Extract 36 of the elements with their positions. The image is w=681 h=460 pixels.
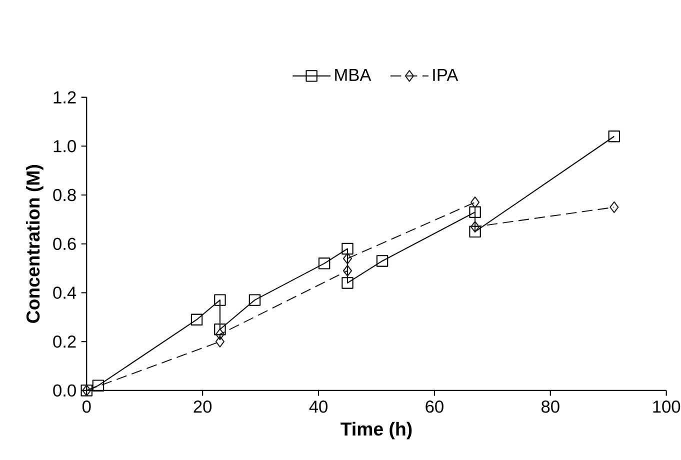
y-tick-label: 1.0: [54, 140, 76, 152]
point: [470, 221, 480, 233]
point: [610, 201, 619, 214]
point: [342, 277, 354, 289]
x-tick-label: 20: [194, 400, 212, 413]
y-tick-label: 0.0: [53, 384, 76, 397]
point: [248, 294, 261, 306]
point: [215, 336, 224, 348]
point: [469, 226, 481, 238]
y-axis-title: Concentration (M): [26, 165, 44, 324]
point: [342, 264, 352, 277]
point: [214, 294, 226, 306]
y-tick-label: 0.2: [53, 336, 76, 348]
x-axis-title: Time (h): [340, 422, 412, 440]
point: [214, 324, 226, 336]
point: [215, 328, 224, 340]
point: [190, 314, 203, 326]
point: [470, 196, 480, 208]
x-tick-label: 100: [653, 400, 680, 413]
legend-label: MBA: [335, 69, 372, 81]
point: [342, 252, 352, 265]
point: [342, 243, 354, 255]
legend-label: IPA: [433, 69, 458, 81]
point: [92, 380, 104, 392]
y-tick-label: 0.4: [53, 286, 76, 299]
x-tick-label: 80: [542, 400, 560, 413]
point: [318, 258, 330, 270]
y-tick-label: 1.2: [54, 91, 76, 104]
x-tick-label: 0: [82, 400, 91, 413]
point: [608, 130, 620, 142]
x-tick-label: 40: [309, 400, 328, 413]
point: [376, 255, 388, 267]
y-tick-label: 0.6: [53, 238, 76, 250]
x-tick-label: 60: [426, 400, 444, 413]
y-tick-label: 0.8: [53, 188, 76, 202]
point: [469, 206, 481, 218]
